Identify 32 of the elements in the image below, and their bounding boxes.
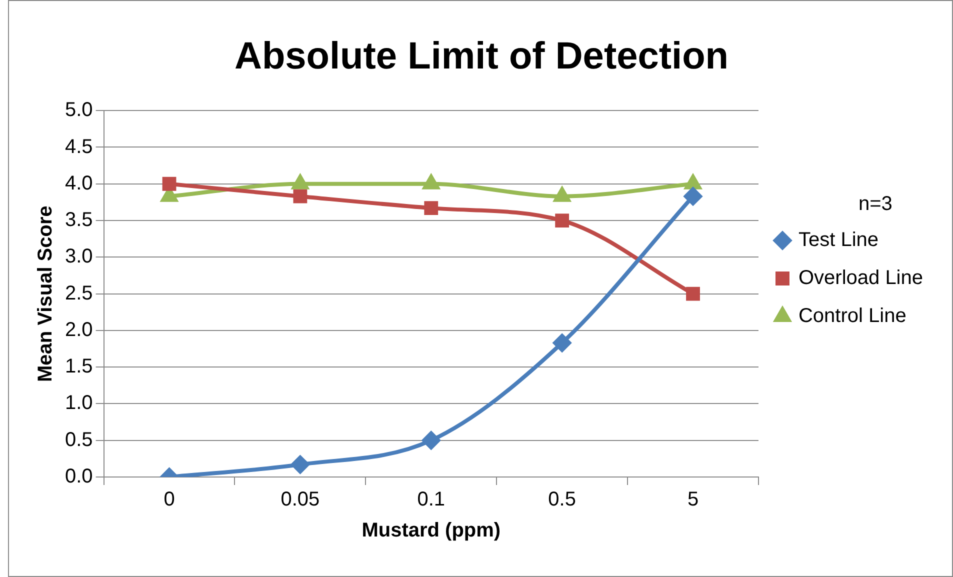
y-axis-title: Mean Visual Score (34, 206, 57, 382)
y-tick-label: 0.0 (64, 466, 93, 488)
y-tick-label: 1.5 (64, 356, 93, 378)
y-tick-label: 3.0 (64, 246, 93, 268)
y-tick-label: 4.0 (64, 172, 93, 194)
point (424, 201, 438, 216)
point (293, 189, 308, 204)
y-tick-label: 1.0 (64, 392, 93, 414)
x-tick-label: 0 (164, 488, 175, 511)
y-tick-label: 0.5 (64, 428, 93, 451)
x-axis-title: Mustard (ppm) (362, 520, 501, 542)
y-tick-label: 4.5 (64, 136, 93, 158)
legend-label: Overload Line (798, 267, 924, 290)
x-tick-label: 5 (687, 488, 699, 511)
point (422, 431, 440, 450)
chart-title: Absolute Limit of Detection (234, 35, 728, 78)
x-tick-label: 0.05 (280, 488, 320, 511)
x-tick-label: 0.1 (417, 488, 446, 511)
text: n=3 (858, 193, 892, 216)
point (162, 176, 176, 191)
y-tick-label: 3.5 (64, 209, 93, 232)
point (686, 286, 700, 301)
x-tick-label: 0.5 (548, 488, 576, 511)
legend-label: Test Line (798, 229, 879, 252)
point (684, 187, 702, 206)
point (291, 456, 310, 474)
point (555, 214, 570, 228)
point (553, 334, 572, 352)
y-tick-label: 5.0 (64, 99, 93, 122)
legend-label: Control Line (798, 305, 906, 328)
y-tick-label: 2.5 (64, 282, 93, 304)
y-tick-label: 2.0 (64, 318, 93, 341)
